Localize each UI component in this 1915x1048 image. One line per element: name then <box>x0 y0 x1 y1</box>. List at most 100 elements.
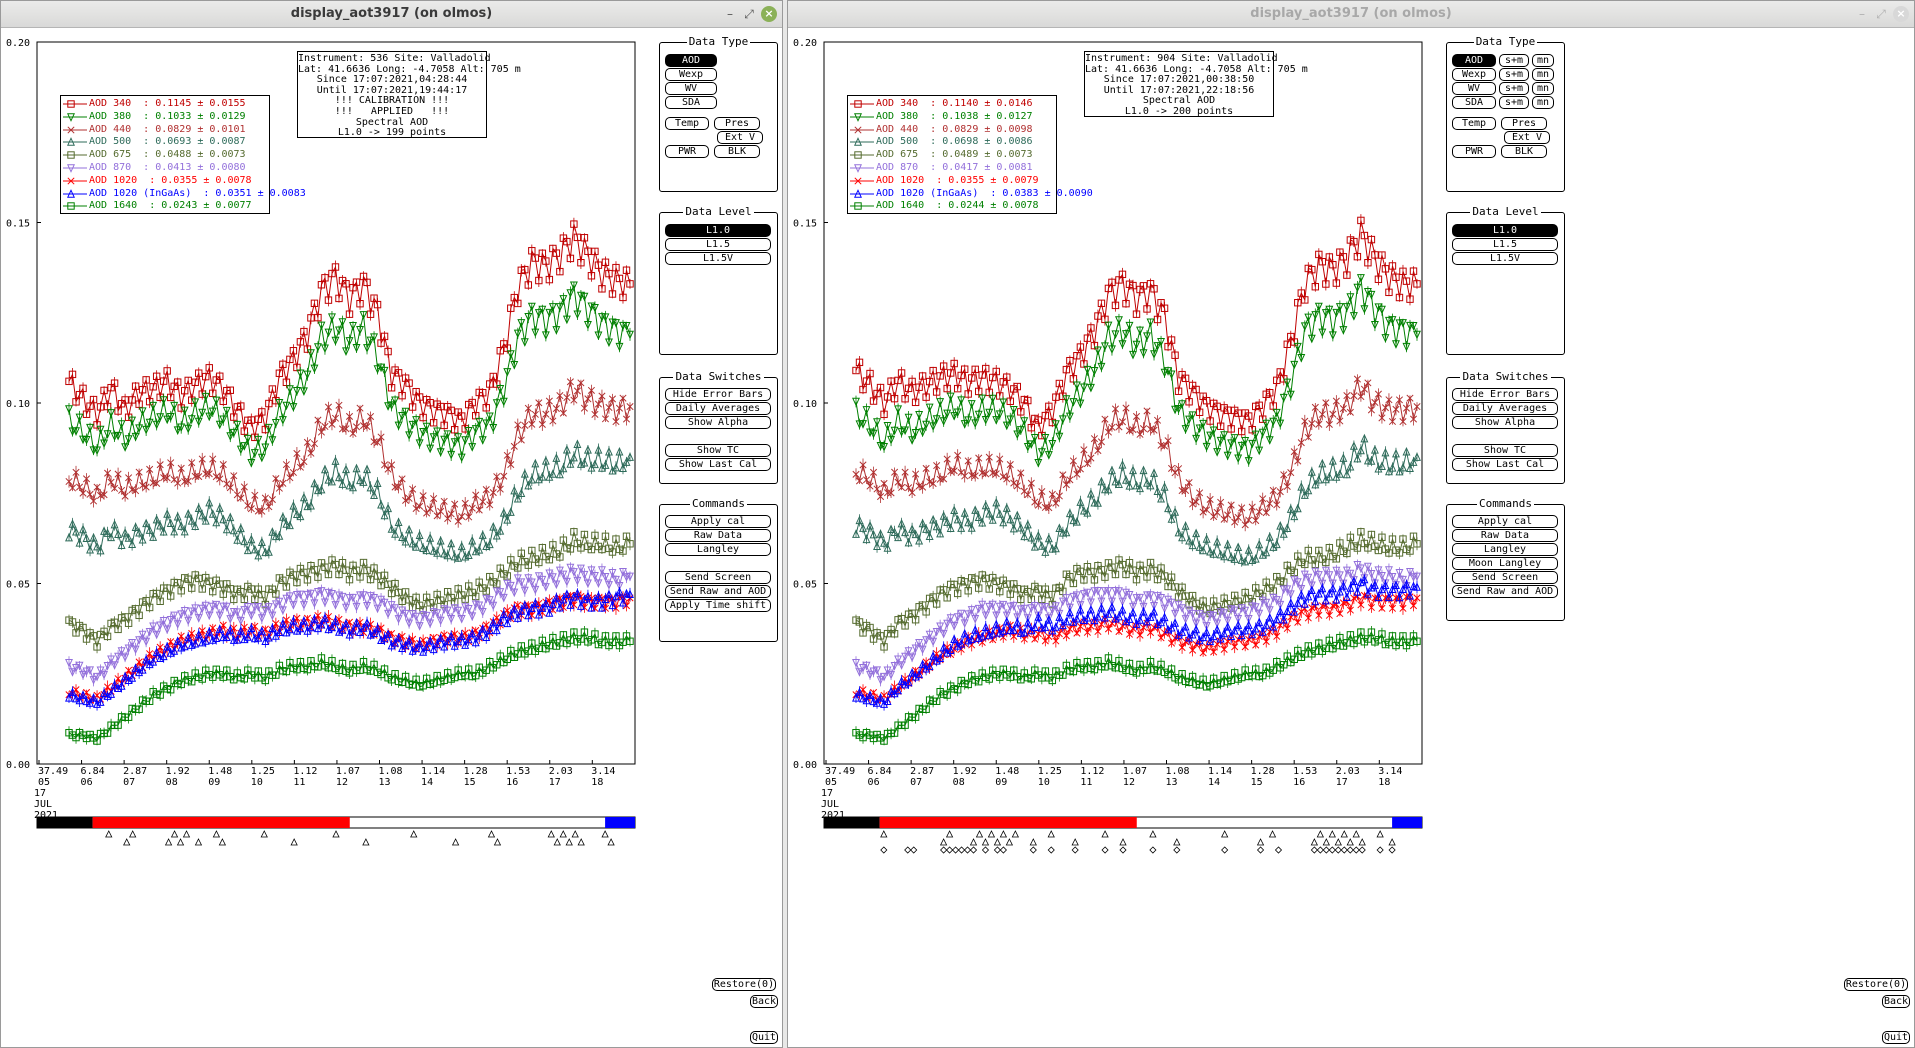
data-point <box>219 397 227 405</box>
sda-button[interactable]: SDA <box>665 96 717 109</box>
data-point <box>366 482 375 492</box>
data-point <box>1276 419 1285 429</box>
maximize-icon[interactable]: ⤢ <box>744 7 754 21</box>
data-point <box>135 667 144 677</box>
data-point <box>373 604 382 614</box>
data-point <box>1020 531 1029 541</box>
data-point <box>591 531 599 540</box>
data-point <box>447 631 456 640</box>
data-point <box>380 366 389 376</box>
data-point <box>943 384 951 393</box>
minimize-icon[interactable]: – <box>1859 7 1865 21</box>
show-last-cal-button[interactable]: Show Last Cal <box>665 458 771 471</box>
raw-data-button[interactable]: Raw Data <box>665 529 771 542</box>
apply-time-shift-button[interactable]: Apply Time shift <box>665 599 771 612</box>
data-point <box>1167 370 1176 380</box>
data-point <box>1013 585 1021 593</box>
data-point <box>971 419 980 429</box>
data-point <box>149 383 157 391</box>
data-point <box>1164 582 1172 591</box>
data-point <box>68 484 77 492</box>
wv-button[interactable]: WV <box>665 82 717 95</box>
data-point <box>121 396 129 404</box>
data-point <box>1356 445 1365 455</box>
minimize-icon[interactable]: – <box>727 7 733 21</box>
quit-button[interactable]: Quit <box>750 1031 778 1044</box>
data-point <box>243 545 252 555</box>
data-point <box>1329 261 1337 269</box>
back-button[interactable]: Back <box>750 995 778 1008</box>
data-level-l1-5v[interactable]: L1.5V <box>665 252 771 265</box>
data-point <box>545 275 554 284</box>
temp-button[interactable]: Temp <box>665 117 709 130</box>
data-point <box>1160 442 1169 450</box>
data-point <box>538 420 546 428</box>
data-point <box>209 673 217 681</box>
show-tc-button[interactable]: Show TC <box>665 444 771 457</box>
legend-symbol <box>67 151 75 159</box>
data-point <box>503 579 512 589</box>
data-point <box>398 643 407 653</box>
data-point <box>65 658 73 668</box>
data-point <box>1062 395 1071 404</box>
data-point <box>615 586 624 596</box>
data-point <box>499 397 508 407</box>
data-point <box>869 468 878 476</box>
data-point <box>981 500 990 510</box>
data-point <box>485 412 494 422</box>
data-point <box>1360 305 1369 314</box>
data-level-l1-5[interactable]: L1.5 <box>665 238 771 251</box>
data-point <box>1265 532 1274 541</box>
close-icon[interactable]: × <box>1893 6 1909 22</box>
data-point <box>479 498 487 506</box>
pres-button[interactable]: Pres <box>714 117 760 130</box>
data-point <box>72 693 80 703</box>
data-point <box>181 386 189 395</box>
data-point <box>1083 365 1092 375</box>
data-point <box>566 636 575 644</box>
apply-cal-button[interactable]: Apply cal <box>665 515 771 528</box>
data-point <box>866 369 874 378</box>
send-raw-and-aod-button[interactable]: Send Raw and AOD <box>665 585 771 598</box>
data-point <box>180 526 189 536</box>
data-point <box>576 564 585 574</box>
title-bar[interactable]: display_aot3917 (on olmos) – ⤢ × <box>788 1 1914 28</box>
data-point <box>1093 587 1102 596</box>
data-point <box>1132 340 1141 350</box>
ext-v-button[interactable]: Ext V <box>717 131 763 144</box>
data-point <box>429 679 438 687</box>
data-point <box>852 397 860 407</box>
wexp-button[interactable]: Wexp <box>665 68 717 81</box>
data-point <box>272 474 280 483</box>
data-point <box>1129 566 1137 574</box>
data-point <box>524 313 533 322</box>
data-point <box>166 393 175 402</box>
data-point <box>953 514 962 524</box>
data-point <box>1108 563 1116 571</box>
data-point <box>975 454 983 462</box>
blk-button[interactable]: BLK <box>714 145 760 158</box>
data-point <box>1062 594 1071 603</box>
restore-button[interactable]: Restore(0) <box>712 978 776 991</box>
send-screen-button[interactable]: Send Screen <box>665 571 771 584</box>
langley-button[interactable]: Langley <box>665 543 771 556</box>
title-bar[interactable]: display_aot3917 (on olmos) – ⤢ × <box>1 1 782 28</box>
daily-averages-button[interactable]: Daily Averages <box>665 402 771 415</box>
data-point <box>422 545 431 555</box>
maximize-icon[interactable]: ⤢ <box>1876 7 1886 21</box>
data-level-l1-0[interactable]: L1.0 <box>665 224 771 237</box>
data-point <box>254 633 263 642</box>
data-point <box>1385 288 1393 297</box>
data-point <box>457 453 466 463</box>
series-aod-500 <box>852 433 1421 567</box>
data-point <box>1328 456 1337 465</box>
show-alpha-button[interactable]: Show Alpha <box>665 416 771 429</box>
data-point <box>608 395 617 403</box>
pwr-button[interactable]: PWR <box>665 145 709 158</box>
data-point <box>338 625 347 634</box>
data-point <box>310 599 319 609</box>
close-icon[interactable]: × <box>761 6 777 22</box>
data-point <box>1139 425 1148 433</box>
hide-error-bars-button[interactable]: Hide Error Bars <box>665 388 771 401</box>
aod-button[interactable]: AOD <box>665 54 717 67</box>
